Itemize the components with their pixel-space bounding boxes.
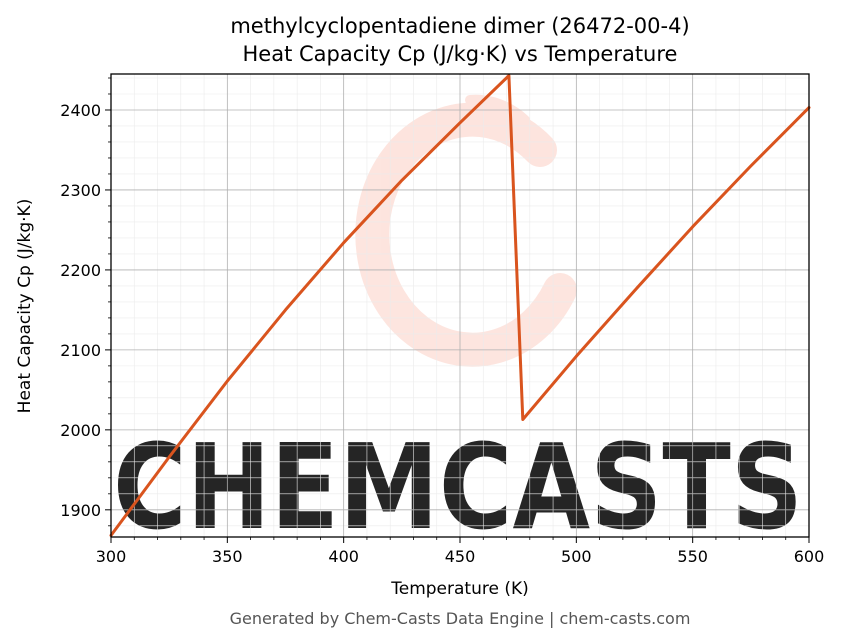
- x-tick-label: 350: [212, 547, 243, 566]
- y-tick-label: 1900: [60, 501, 101, 520]
- chemcasts-watermark: CHEMCASTS: [113, 94, 803, 556]
- x-tick-label: 400: [328, 547, 359, 566]
- y-axis-label: Heat Capacity Cp (J/kg·K): [15, 199, 35, 414]
- footer-credit: Generated by Chem-Casts Data Engine | ch…: [230, 609, 691, 628]
- cp-series-line: [109, 74, 811, 537]
- y-tick-label: 2100: [60, 341, 101, 360]
- x-tick-labels: 300 350 400 450 500 550 600: [96, 547, 825, 566]
- x-tick-label: 600: [794, 547, 825, 566]
- x-tick-label: 450: [445, 547, 476, 566]
- x-tick-label: 500: [561, 547, 592, 566]
- y-tick-label: 2000: [60, 421, 101, 440]
- chart-subtitle: Heat Capacity Cp (J/kg·K) vs Temperature: [243, 42, 678, 66]
- y-tick-labels: 1900 2000 2100 2200 2300 2400: [60, 101, 101, 520]
- axis-ticks: [105, 77, 810, 543]
- x-tick-label: 300: [96, 547, 127, 566]
- x-tick-label: 550: [677, 547, 708, 566]
- y-tick-label: 2300: [60, 181, 101, 200]
- y-tick-label: 2400: [60, 101, 101, 120]
- y-tick-label: 2200: [60, 261, 101, 280]
- chart-title: methylcyclopentadiene dimer (26472-00-4): [230, 14, 689, 38]
- x-axis-label: Temperature (K): [390, 579, 529, 599]
- svg-text:CHEMCASTS: CHEMCASTS: [113, 418, 803, 556]
